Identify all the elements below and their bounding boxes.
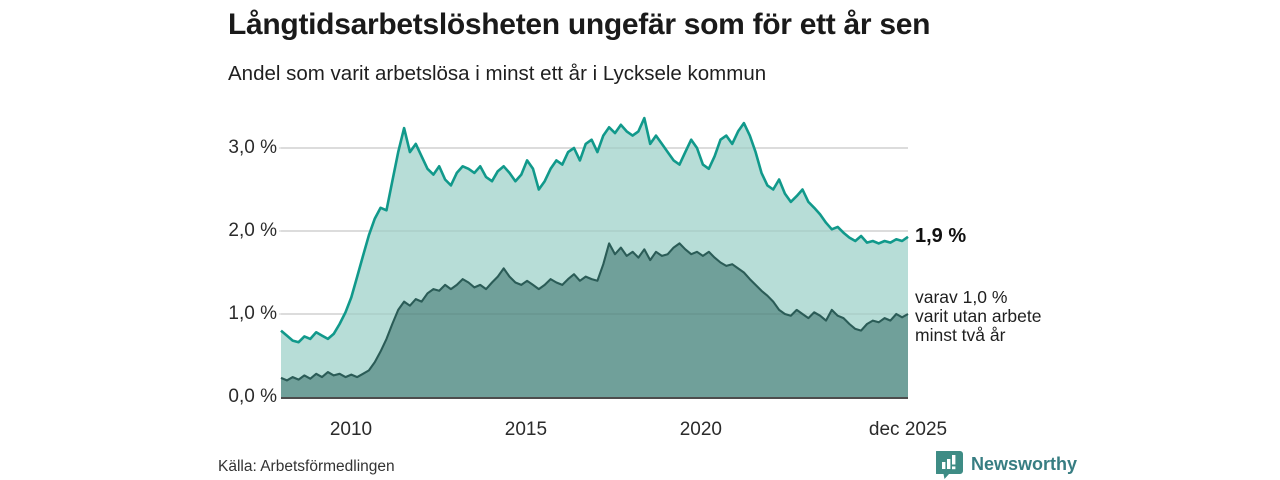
two-year-annotation: varav 1,0 % varit utan arbete minst två … [915, 288, 1041, 345]
two-year-annotation-line: varit utan arbete [915, 306, 1042, 326]
x-tick-label: dec 2025 [868, 419, 948, 440]
y-tick-label: 3,0 % [228, 137, 277, 158]
x-tick-label: 2020 [679, 419, 722, 440]
source-label: Källa: Arbetsförmedlingen [218, 458, 395, 475]
two-year-annotation-line: varav 1,0 % [915, 287, 1008, 307]
newsworthy-logo[interactable]: Newsworthy [934, 450, 1078, 479]
two-year-line [280, 242, 909, 382]
y-tick-label: 0,0 % [228, 386, 277, 407]
total-line [280, 116, 909, 344]
chart-subtitle: Andel som varit arbetslösa i minst ett å… [228, 62, 767, 85]
y-tick-label: 2,0 % [228, 220, 277, 241]
x-tick-label: 2010 [329, 419, 373, 440]
newsworthy-wordmark: Newsworthy [971, 454, 1078, 474]
bar-chart-badge-icon [934, 450, 963, 479]
latest-value-label: 1,9 % [915, 225, 967, 247]
x-tick-label: 2015 [504, 419, 548, 440]
chart-title: Långtidsarbetslösheten ungefär som för e… [228, 8, 931, 41]
two-year-annotation-line: minst två år [915, 325, 1006, 345]
y-tick-label: 1,0 % [228, 303, 277, 324]
